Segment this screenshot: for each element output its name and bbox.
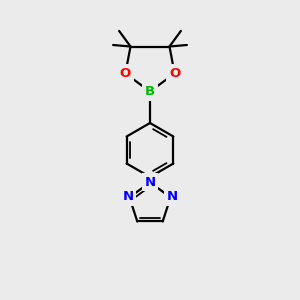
Text: O: O xyxy=(169,67,180,80)
Text: N: N xyxy=(122,190,134,203)
Text: N: N xyxy=(144,176,156,189)
Text: O: O xyxy=(120,67,131,80)
Text: N: N xyxy=(167,190,178,203)
Text: B: B xyxy=(145,85,155,98)
